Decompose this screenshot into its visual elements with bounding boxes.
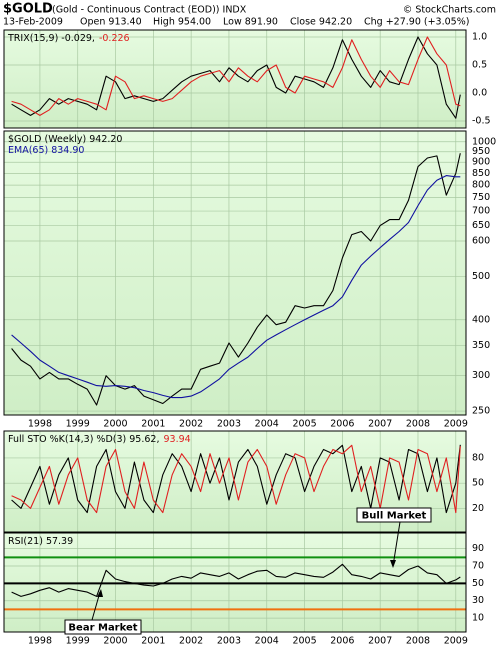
y-tick-label: 80 — [472, 452, 484, 463]
legend-entry: -0.226 — [99, 33, 130, 44]
y-tick-label: 950 — [472, 146, 490, 157]
panel-background — [4, 131, 466, 415]
x-tick-label: 1998 — [28, 636, 52, 647]
y-tick-label: 500 — [472, 271, 490, 282]
x-tick-label: 1999 — [66, 419, 90, 430]
legend: Full STO %K(14,3) %D(3) 95.62, 93.94 — [8, 434, 191, 445]
annotation-arrow — [392, 521, 401, 567]
y-tick-label: 30 — [472, 595, 484, 606]
series-line — [11, 36, 461, 119]
annotation: Bull Market — [362, 511, 427, 522]
legend: $GOLD (Weekly) 942.20 — [8, 134, 122, 145]
low: Low 891.90 — [223, 17, 278, 28]
annotation: Bear Market — [68, 623, 137, 634]
y-tick-label: 350 — [472, 340, 490, 351]
panel: 1998 1999 2000 2001 2002 2003 2004 2005 2006 2007… — [3, 130, 496, 430]
arrow-head — [390, 560, 396, 568]
x-tick-label: 2008 — [406, 636, 430, 647]
annotation-box — [64, 619, 142, 635]
x-tick-label: 2005 — [292, 636, 316, 647]
x-tick-label: 2007 — [368, 636, 392, 647]
x-tick-label: 2006 — [330, 636, 354, 647]
y-tick-label: 0.5 — [472, 60, 487, 71]
legend: EMA(65) 834.90 — [8, 145, 84, 156]
annotations: Bull Market Bear Market — [64, 507, 432, 635]
x-tick-label: 2001 — [141, 419, 165, 430]
x-tick-label: 2006 — [330, 419, 354, 430]
y-tick-label: 850 — [472, 168, 490, 179]
y-tick-label: 750 — [472, 192, 490, 203]
y-tick-label: 700 — [472, 206, 490, 217]
panel-border — [3, 130, 467, 416]
legend-entry: EMA(65) 834.90 — [8, 145, 84, 156]
y-tick-label: 1.0 — [472, 32, 487, 43]
annotation-box — [356, 507, 432, 523]
x-tick-label: 2009 — [444, 636, 468, 647]
x-tick-label: 2001 — [141, 636, 165, 647]
x-tick-label: 2009 — [444, 419, 468, 430]
x-tick-label: 1998 — [28, 419, 52, 430]
series-line — [11, 563, 461, 597]
credit: © StockCharts.com — [403, 5, 496, 16]
legend-entry: $GOLD (Weekly) 942.20 — [8, 134, 122, 145]
x-tick-label: 2008 — [406, 419, 430, 430]
change: Chg +27.90 (+3.05%) — [364, 17, 469, 28]
x-tick-label: 1999 — [66, 636, 90, 647]
legend-entry: TRIX(15,9) -0.029, — [7, 33, 95, 44]
y-tick-label: 1000 — [472, 136, 496, 147]
y-tick-label: 600 — [472, 236, 490, 247]
x-tick-label: 2004 — [255, 419, 279, 430]
open: Open 913.40 — [80, 17, 142, 28]
x-tick-label: 2004 — [255, 636, 279, 647]
y-tick-label: 800 — [472, 180, 490, 191]
panel: 1998 1999 2000 2001 2002 2003 2004 2005 2006 2007… — [3, 532, 484, 647]
legend-entry: 93.94 — [163, 434, 190, 445]
x-tick-label: 2000 — [103, 636, 127, 647]
y-tick-label: 300 — [472, 370, 490, 381]
series-line — [11, 175, 461, 399]
y-tick-label: 250 — [472, 406, 490, 417]
panel-border — [3, 29, 467, 129]
y-tick-label: 400 — [472, 314, 490, 325]
y-tick-label: 20 — [472, 503, 484, 514]
x-tick-label: 2002 — [179, 419, 203, 430]
x-tick-label: 2005 — [292, 419, 316, 430]
y-tick-label: 90 — [472, 543, 484, 554]
x-tick-label: 2007 — [368, 419, 392, 430]
series-line — [11, 444, 461, 514]
legend-entry: RSI(21) 57.39 — [8, 536, 73, 547]
series-line — [11, 36, 461, 116]
subtitle: (Gold - Continuous Contract (EOD)) INDX — [52, 5, 247, 16]
y-tick-label: -0.5 — [472, 116, 491, 127]
series-line — [11, 153, 461, 406]
x-tick-label: 2000 — [103, 419, 127, 430]
series-line — [11, 444, 461, 514]
close: Close 942.20 — [290, 17, 352, 28]
y-tick-label: 50 — [472, 478, 484, 489]
date: 13-Feb-2009 — [3, 17, 63, 28]
y-tick-label: 10 — [472, 613, 484, 624]
y-tick-label: 70 — [472, 561, 484, 572]
x-tick-label: 2003 — [217, 419, 241, 430]
panel-border — [3, 430, 467, 533]
y-tick-label: 0.0 — [472, 88, 487, 99]
high: High 954.00 — [153, 17, 211, 28]
symbol: $GOLD — [3, 2, 53, 17]
panel: 1.0 0.5 0.0 -0.5 TRIX(15,9) -0.029, -0.226 — [3, 29, 491, 129]
y-tick-label: 650 — [472, 220, 490, 231]
y-tick-label: 50 — [472, 578, 484, 589]
legend: RSI(21) 57.39 — [8, 536, 73, 547]
x-tick-label: 2003 — [217, 636, 241, 647]
panel-border — [3, 532, 467, 633]
panel-background — [4, 30, 466, 128]
x-tick-label: 2002 — [179, 636, 203, 647]
y-tick-label: 900 — [472, 157, 490, 168]
legend: TRIX(15,9) -0.029, -0.226 — [7, 33, 130, 44]
legend-entry: Full STO %K(14,3) %D(3) 95.62, — [8, 434, 159, 445]
arrow-head — [97, 589, 103, 597]
